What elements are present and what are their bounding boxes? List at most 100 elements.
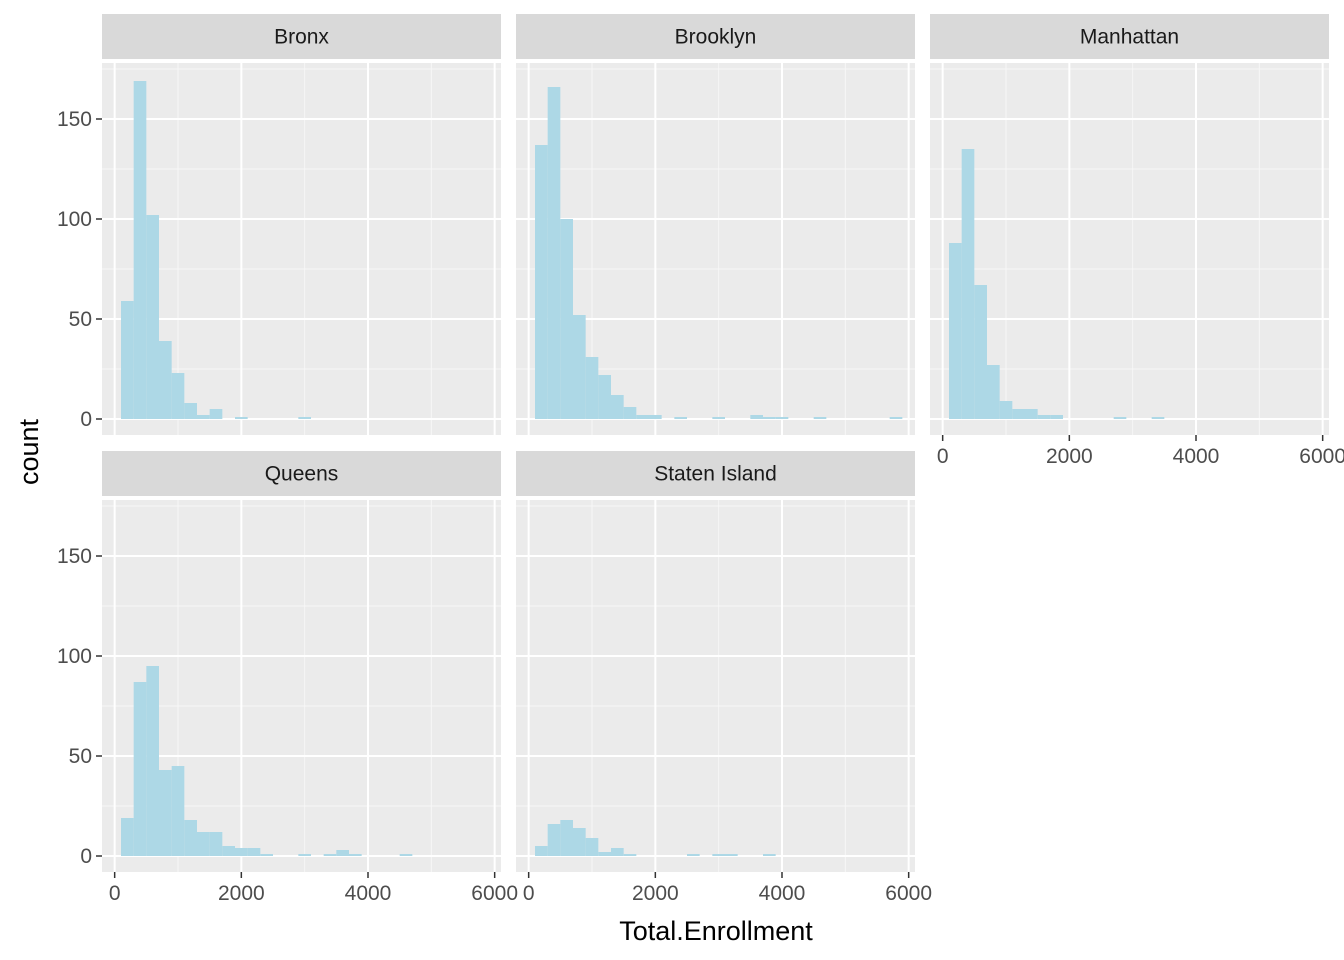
histogram-bar (171, 766, 185, 856)
x-axis-title: Total.Enrollment (619, 916, 813, 946)
strip-label-staten-island: Staten Island (654, 463, 777, 486)
histogram-bar (889, 417, 903, 419)
histogram-bar (222, 846, 235, 856)
histogram-bar (999, 401, 1013, 419)
y-tick-label: 150 (57, 545, 92, 568)
x-tick-label: 6000 (1299, 445, 1344, 468)
histogram-bar (298, 417, 311, 419)
histogram-bar (1037, 415, 1051, 419)
y-tick-label: 50 (69, 745, 92, 768)
histogram-bar (598, 375, 611, 419)
histogram-bar (649, 415, 662, 419)
histogram-bar (813, 417, 827, 419)
histogram-bar (209, 409, 223, 419)
panel-background-staten-island (516, 500, 915, 872)
histogram-bar (623, 854, 637, 856)
x-tick-label: 6000 (471, 882, 518, 905)
histogram-bar (159, 341, 172, 419)
histogram-bar (1025, 409, 1038, 419)
histogram-bar (260, 854, 273, 856)
strip-label-brooklyn: Brooklyn (675, 26, 757, 49)
y-tick-label: 100 (57, 645, 92, 668)
histogram-bar (247, 848, 261, 856)
histogram-bar (573, 828, 586, 856)
histogram-bar (323, 854, 337, 856)
histogram-bar (121, 818, 134, 856)
histogram-bar (1050, 415, 1063, 419)
x-tick-label: 0 (109, 882, 121, 905)
histogram-bar (121, 301, 134, 419)
histogram-bar (184, 820, 197, 856)
histogram-bar (197, 415, 210, 419)
histogram-bar (560, 219, 573, 419)
facet-bronx: Bronx (102, 14, 501, 435)
histogram-bar (133, 81, 147, 419)
histogram-bar (1012, 409, 1025, 419)
histogram-bar (336, 850, 349, 856)
histogram-bar (146, 666, 159, 856)
strip-brooklyn (516, 14, 915, 59)
y-tick-label: 50 (69, 308, 92, 331)
strip-label-queens: Queens (265, 463, 339, 486)
histogram-bar (235, 848, 248, 856)
histogram-bar (547, 824, 561, 856)
y-tick-label: 100 (57, 208, 92, 231)
histogram-bar (987, 365, 1000, 419)
histogram-bar (159, 770, 172, 856)
x-tick-label: 2000 (632, 882, 679, 905)
x-tick-label: 6000 (885, 882, 932, 905)
histogram-bar (209, 832, 223, 856)
histogram-bar (171, 373, 185, 419)
histogram-bar (547, 87, 561, 419)
histogram-bar (1151, 417, 1165, 419)
histogram-bar (349, 854, 362, 856)
histogram-bar (585, 357, 599, 419)
histogram-bar (974, 285, 987, 419)
x-tick-label: 4000 (345, 882, 392, 905)
histogram-bar (725, 854, 738, 856)
histogram-bar (687, 854, 700, 856)
x-tick-label: 2000 (218, 882, 265, 905)
histogram-bar (763, 417, 776, 419)
strip-manhattan (930, 14, 1329, 59)
facet-brooklyn: Brooklyn (516, 14, 915, 435)
histogram-bar (535, 145, 548, 419)
histogram-bar (560, 820, 573, 856)
x-tick-label: 4000 (1173, 445, 1220, 468)
strip-label-bronx: Bronx (274, 26, 329, 49)
y-tick-label: 0 (80, 408, 92, 431)
x-tick-label: 4000 (759, 882, 806, 905)
facet-panels: Bronx Brooklyn Manhattan Queens Staten Islan… (102, 14, 1329, 872)
histogram-bar (585, 838, 599, 856)
y-axis-title: count (14, 418, 44, 485)
histogram-bar (750, 415, 763, 419)
histogram-bar (1113, 417, 1127, 419)
y-axes: 0 50 100 150 0 50 100 150 (57, 108, 102, 868)
facet-manhattan: Manhattan (930, 14, 1329, 435)
histogram-bar (235, 417, 248, 419)
y-tick-label: 0 (80, 845, 92, 868)
histogram-bar (712, 417, 725, 419)
x-tick-label: 2000 (1046, 445, 1093, 468)
histogram-bar (573, 315, 586, 419)
histogram-bar (712, 854, 725, 856)
strip-bronx (102, 14, 501, 59)
histogram-bar (674, 417, 687, 419)
histogram-bar (399, 854, 413, 856)
histogram-bar (611, 848, 624, 856)
facet-queens: Queens (102, 451, 501, 872)
histogram-bar (949, 243, 962, 419)
strip-label-manhattan: Manhattan (1080, 26, 1179, 49)
strip-staten-island (516, 451, 915, 496)
facet-staten-island: Staten Island (516, 451, 915, 872)
histogram-bar (775, 417, 789, 419)
histogram-bar (133, 682, 147, 856)
x-tick-label: 0 (523, 882, 535, 905)
histogram-bar (623, 407, 637, 419)
y-tick-label: 150 (57, 108, 92, 131)
histogram-bar (146, 215, 159, 419)
strip-queens (102, 451, 501, 496)
histogram-bar (961, 149, 975, 419)
